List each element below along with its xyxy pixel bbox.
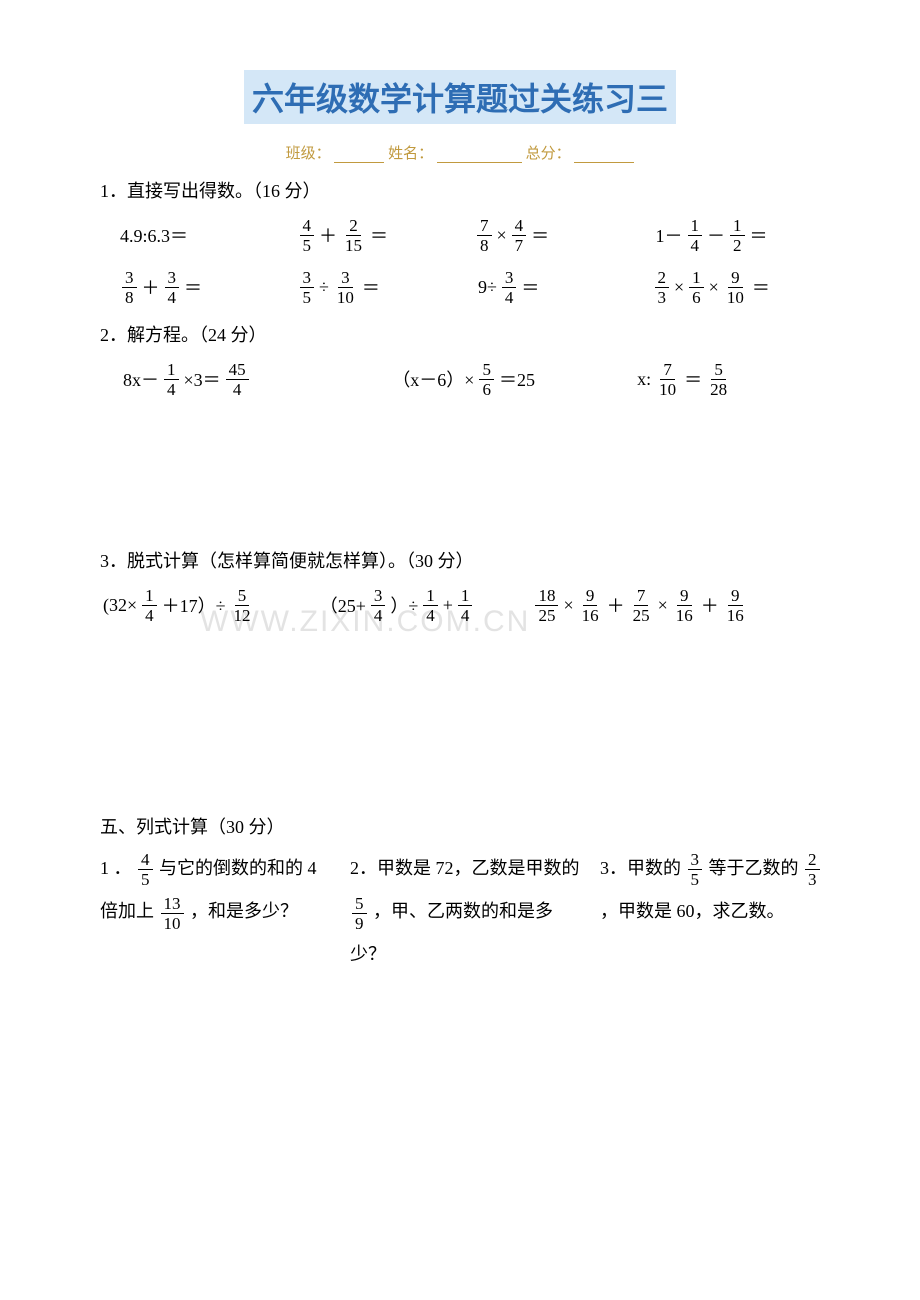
q2-c2: （x－6）× 56 ＝25 <box>389 355 634 403</box>
frac: 59 <box>352 895 367 932</box>
frac: 710 <box>656 361 679 398</box>
q2-row: 8x－ 14 ×3＝ 454 （x－6）× 56 ＝25 x: 710 ＝ 52… <box>120 355 830 403</box>
frac: 56 <box>479 361 494 398</box>
frac: 916 <box>673 587 696 624</box>
frac: 45 <box>138 851 153 888</box>
q1-row1: 4.9:6.3＝ 45 ＋ 215 ＝ 78 × 47 ＝ 1－ 14 － 1 <box>120 211 830 259</box>
frac: 512 <box>231 587 254 624</box>
meta-line: 班级： 姓名： 总分： <box>90 142 830 163</box>
frac: 12 <box>730 217 745 254</box>
page-title: 六年级数学计算题过关练习三 <box>244 70 676 124</box>
q1-r1c3: 78 × 47 ＝ <box>475 211 653 259</box>
class-label: 班级： <box>286 146 331 162</box>
q1-r2c3: 9÷ 34 ＝ <box>475 263 653 311</box>
frac: 310 <box>334 269 357 306</box>
frac: 14 <box>164 361 179 398</box>
frac: 23 <box>655 269 670 306</box>
q3-row: (32× 14 ＋17）÷ 512 （25+ 34 ）÷ 14 + 14 182… <box>100 581 830 629</box>
frac: 14 <box>688 217 703 254</box>
frac: 1825 <box>535 587 558 624</box>
class-blank <box>334 149 384 163</box>
frac: 34 <box>371 587 386 624</box>
frac: 725 <box>630 587 653 624</box>
title-wrap: 六年级数学计算题过关练习三 <box>90 70 830 142</box>
q2-heading: 2．解方程。（24 分） <box>100 321 830 347</box>
frac: 35 <box>300 269 315 306</box>
frac: 14 <box>142 587 157 624</box>
frac: 910 <box>724 269 747 306</box>
q5-c3: 3．甲数的 35 等于乙数的 23 ，甲数是 60，求乙数。 <box>600 847 830 977</box>
frac: 34 <box>165 269 180 306</box>
score-label: 总分： <box>526 146 571 162</box>
name-label: 姓名： <box>388 146 433 162</box>
frac: 916 <box>579 587 602 624</box>
q1-r1c1: 4.9:6.3＝ <box>120 211 298 259</box>
frac: 34 <box>502 269 517 306</box>
frac: 45 <box>300 217 315 254</box>
frac: 14 <box>458 587 473 624</box>
frac: 78 <box>477 217 492 254</box>
frac: 38 <box>122 269 137 306</box>
q3-c2: （25+ 34 ）÷ 14 + 14 <box>317 581 534 629</box>
q5-row: 1 ． 45 与它的倒数的和的 4 倍加上 1310 ，和是多少？ 2．甲数是 … <box>100 847 830 977</box>
work-space <box>90 407 830 537</box>
q5-c1: 1 ． 45 与它的倒数的和的 4 倍加上 1310 ，和是多少？ <box>100 847 330 977</box>
q1-r2c1: 38 ＋ 34 ＝ <box>120 263 298 311</box>
q1-heading: 1．直接写出得数。（16 分） <box>100 177 830 203</box>
frac: 454 <box>226 361 249 398</box>
q1-row2: 38 ＋ 34 ＝ 35 ÷ 310 ＝ 9÷ 34 ＝ 23 <box>120 263 830 311</box>
q2-c3: x: 710 ＝ 528 <box>634 355 830 403</box>
q3-c3: 1825 × 916 ＋ 725 × 916 ＋ 916 <box>533 581 830 629</box>
q1-r1c1-text: 4.9:6.3＝ <box>120 222 188 248</box>
frac: 215 <box>342 217 365 254</box>
q3-heading: 3．脱式计算（怎样算简便就怎样算）。（30 分） <box>100 547 830 573</box>
frac: 14 <box>423 587 438 624</box>
q3-c1: (32× 14 ＋17）÷ 512 <box>100 581 317 629</box>
frac: 23 <box>805 851 820 888</box>
frac: 528 <box>707 361 730 398</box>
frac: 916 <box>724 587 747 624</box>
name-blank <box>437 149 522 163</box>
q1-r1c2: 45 ＋ 215 ＝ <box>298 211 476 259</box>
q1-r2c2: 35 ÷ 310 ＝ <box>298 263 476 311</box>
work-space <box>90 633 830 803</box>
q5-c2: 2．甲数是 72，乙数是甲数的 59 ，甲、乙两数的和是多少？ <box>350 847 580 977</box>
frac: 47 <box>512 217 527 254</box>
q1-r2c4: 23 × 16 × 910 ＝ <box>653 263 831 311</box>
frac: 16 <box>689 269 704 306</box>
q5-heading: 五、列式计算（30 分） <box>100 813 830 839</box>
score-blank <box>574 149 634 163</box>
q1-r1c4: 1－ 14 － 12 ＝ <box>653 211 831 259</box>
page-content: 六年级数学计算题过关练习三 班级： 姓名： 总分： 1．直接写出得数。（16 分… <box>90 70 830 977</box>
frac: 1310 <box>161 895 184 932</box>
frac: 35 <box>688 851 703 888</box>
q2-c1: 8x－ 14 ×3＝ 454 <box>120 355 389 403</box>
